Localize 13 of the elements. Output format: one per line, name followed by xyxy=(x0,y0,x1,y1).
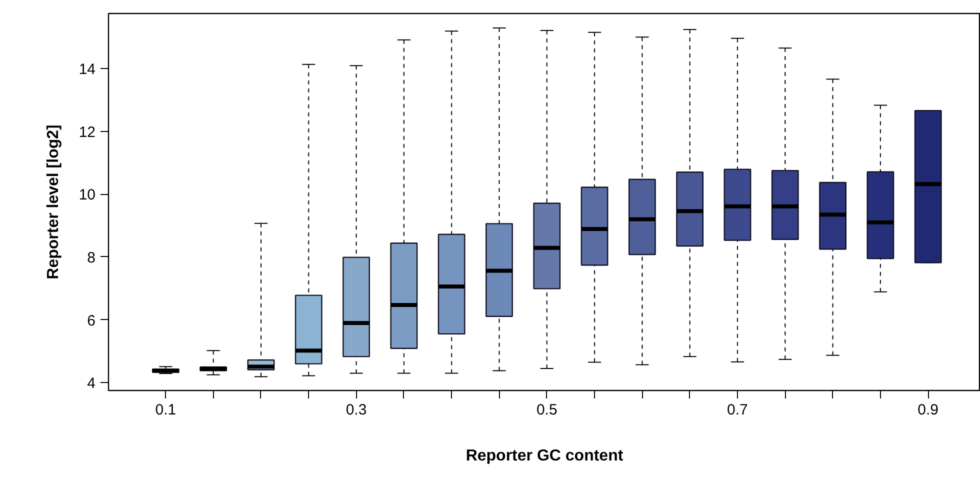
y-tick-label: 4 xyxy=(87,375,96,392)
x-tick-label: 0.3 xyxy=(346,402,367,418)
x-tick-label: 0.1 xyxy=(155,402,176,418)
y-axis-title: Reporter level [log2] xyxy=(44,124,62,280)
x-tick-label: 0.5 xyxy=(536,402,558,418)
x-tick-label: 0.9 xyxy=(918,402,939,418)
y-tick-label: 6 xyxy=(87,312,96,330)
y-tick-label: 14 xyxy=(78,60,96,78)
y-tick-label: 10 xyxy=(78,186,96,204)
x-axis-title: Reporter GC content xyxy=(466,448,624,464)
x-tick-label: 0.7 xyxy=(727,402,748,418)
y-tick-label: 12 xyxy=(78,124,96,141)
y-tick-label: 8 xyxy=(87,249,96,266)
